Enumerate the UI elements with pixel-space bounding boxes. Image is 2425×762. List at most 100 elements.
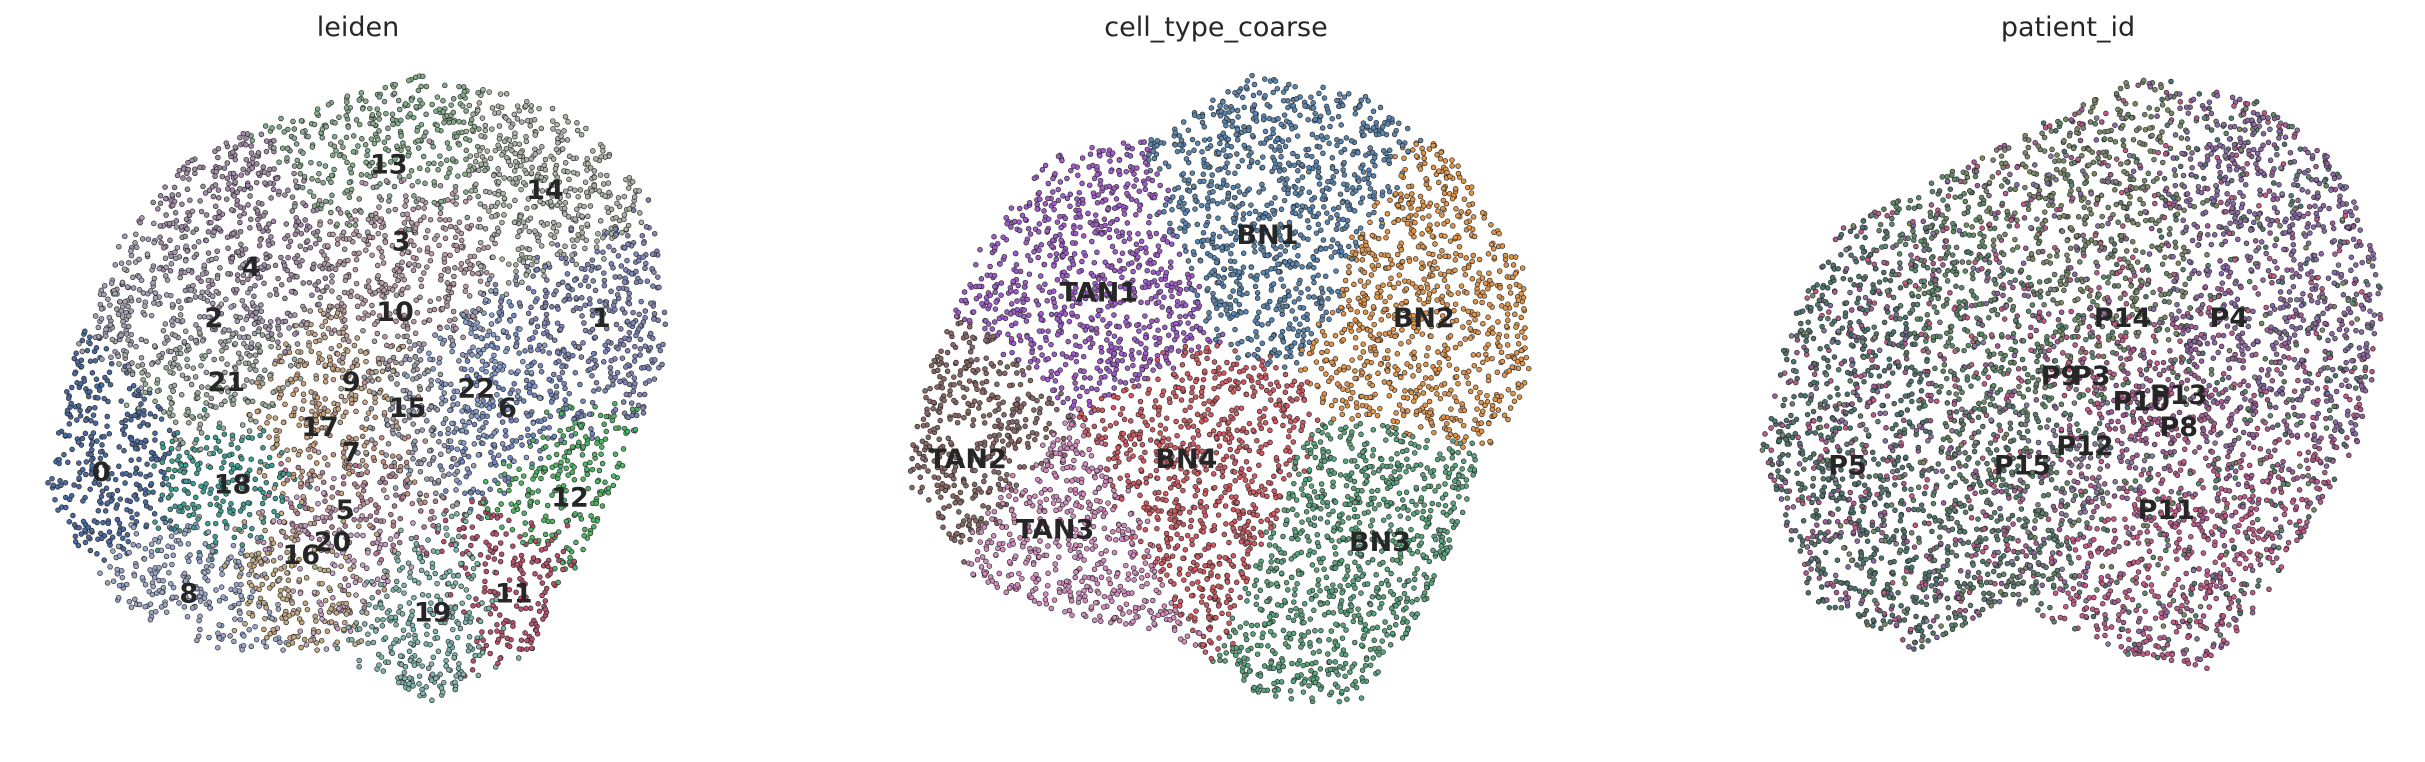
cell-point [309, 399, 316, 406]
cell-point [582, 526, 588, 533]
cell-point [255, 200, 262, 206]
cell-point [641, 391, 648, 398]
cell-point [288, 412, 295, 419]
cell-point [315, 515, 321, 522]
cell-point [209, 293, 216, 300]
cell-point [394, 381, 400, 387]
cell-point [446, 471, 452, 477]
cell-point [361, 374, 368, 380]
cell-point [493, 531, 500, 537]
cell-point [106, 314, 113, 321]
cell-point [453, 487, 459, 493]
cell-point [262, 367, 268, 374]
cell-point [582, 302, 588, 308]
cell-point [168, 446, 175, 452]
cell-point [284, 447, 290, 453]
cell-point [352, 222, 359, 228]
cell-point [385, 125, 391, 132]
cell-point [589, 372, 595, 379]
cell-point [477, 290, 484, 296]
cell-point [206, 634, 212, 641]
cell-point [564, 458, 571, 464]
cell-point [163, 553, 170, 560]
cell-point [449, 537, 456, 543]
cell-point [259, 332, 266, 338]
cell-point [105, 296, 111, 302]
cell-point [76, 403, 82, 409]
cell-point [336, 152, 343, 159]
cell-point [561, 128, 567, 134]
cell-point [576, 439, 582, 446]
cell-point [378, 224, 385, 231]
cell-point [462, 490, 468, 496]
cell-point [284, 267, 291, 274]
cell-point [495, 660, 501, 667]
cell-point [343, 134, 350, 141]
cell-point [471, 123, 478, 130]
cell-point [469, 524, 476, 530]
cell-point [380, 616, 386, 623]
cell-point [456, 661, 462, 667]
cell-point [622, 379, 629, 386]
cell-point [519, 442, 525, 448]
cell-point [432, 570, 438, 577]
cell-point [88, 417, 94, 424]
cell-point [415, 145, 422, 151]
cell-point [390, 368, 396, 375]
cell-point [402, 675, 408, 682]
cell-point [519, 119, 525, 125]
cell-point [417, 500, 424, 506]
cell-point [195, 503, 202, 510]
cell-point [437, 182, 444, 189]
cell-point [308, 477, 314, 484]
cell-point [534, 499, 541, 505]
cell-point [262, 402, 269, 409]
cell-point [570, 155, 576, 162]
cell-point [344, 159, 350, 166]
cell-point [525, 432, 531, 439]
cell-point [564, 271, 571, 277]
cell-point [160, 481, 166, 487]
cell-point [313, 618, 319, 624]
cell-point [168, 253, 174, 260]
cell-point [470, 462, 477, 469]
cell-point [319, 469, 326, 476]
cell-point [626, 206, 633, 212]
cell-point [441, 390, 447, 396]
cell-point [460, 334, 466, 341]
cell-point [577, 187, 584, 193]
cell-point [171, 382, 178, 389]
cell-point [177, 541, 184, 547]
cell-point [328, 172, 335, 179]
cell-point [632, 353, 638, 359]
cell-point [408, 220, 415, 226]
cell-point [476, 247, 482, 253]
cell-point [520, 358, 526, 365]
cell-point [410, 456, 416, 462]
cell-point [163, 365, 169, 371]
cell-point [188, 287, 194, 293]
cell-point [482, 122, 489, 129]
cell-point [210, 193, 217, 200]
cell-point [89, 447, 95, 453]
cell-point [507, 318, 514, 324]
cell-point [356, 523, 362, 529]
cell-point [327, 219, 333, 225]
cell-point [287, 312, 294, 319]
cell-point [345, 257, 351, 264]
cell-point [581, 532, 587, 539]
cell-point [266, 609, 273, 615]
cell-point [557, 326, 564, 333]
cell-point [331, 475, 337, 482]
cell-point [134, 511, 140, 517]
cell-point [249, 398, 256, 405]
cell-point [582, 245, 588, 252]
cell-point [262, 180, 268, 186]
cell-point [133, 563, 139, 570]
cell-point [313, 240, 319, 247]
cell-point [76, 483, 82, 490]
cell-point [394, 143, 400, 150]
cell-point [133, 343, 139, 350]
cell-point [423, 550, 430, 557]
cell-point [45, 480, 51, 486]
